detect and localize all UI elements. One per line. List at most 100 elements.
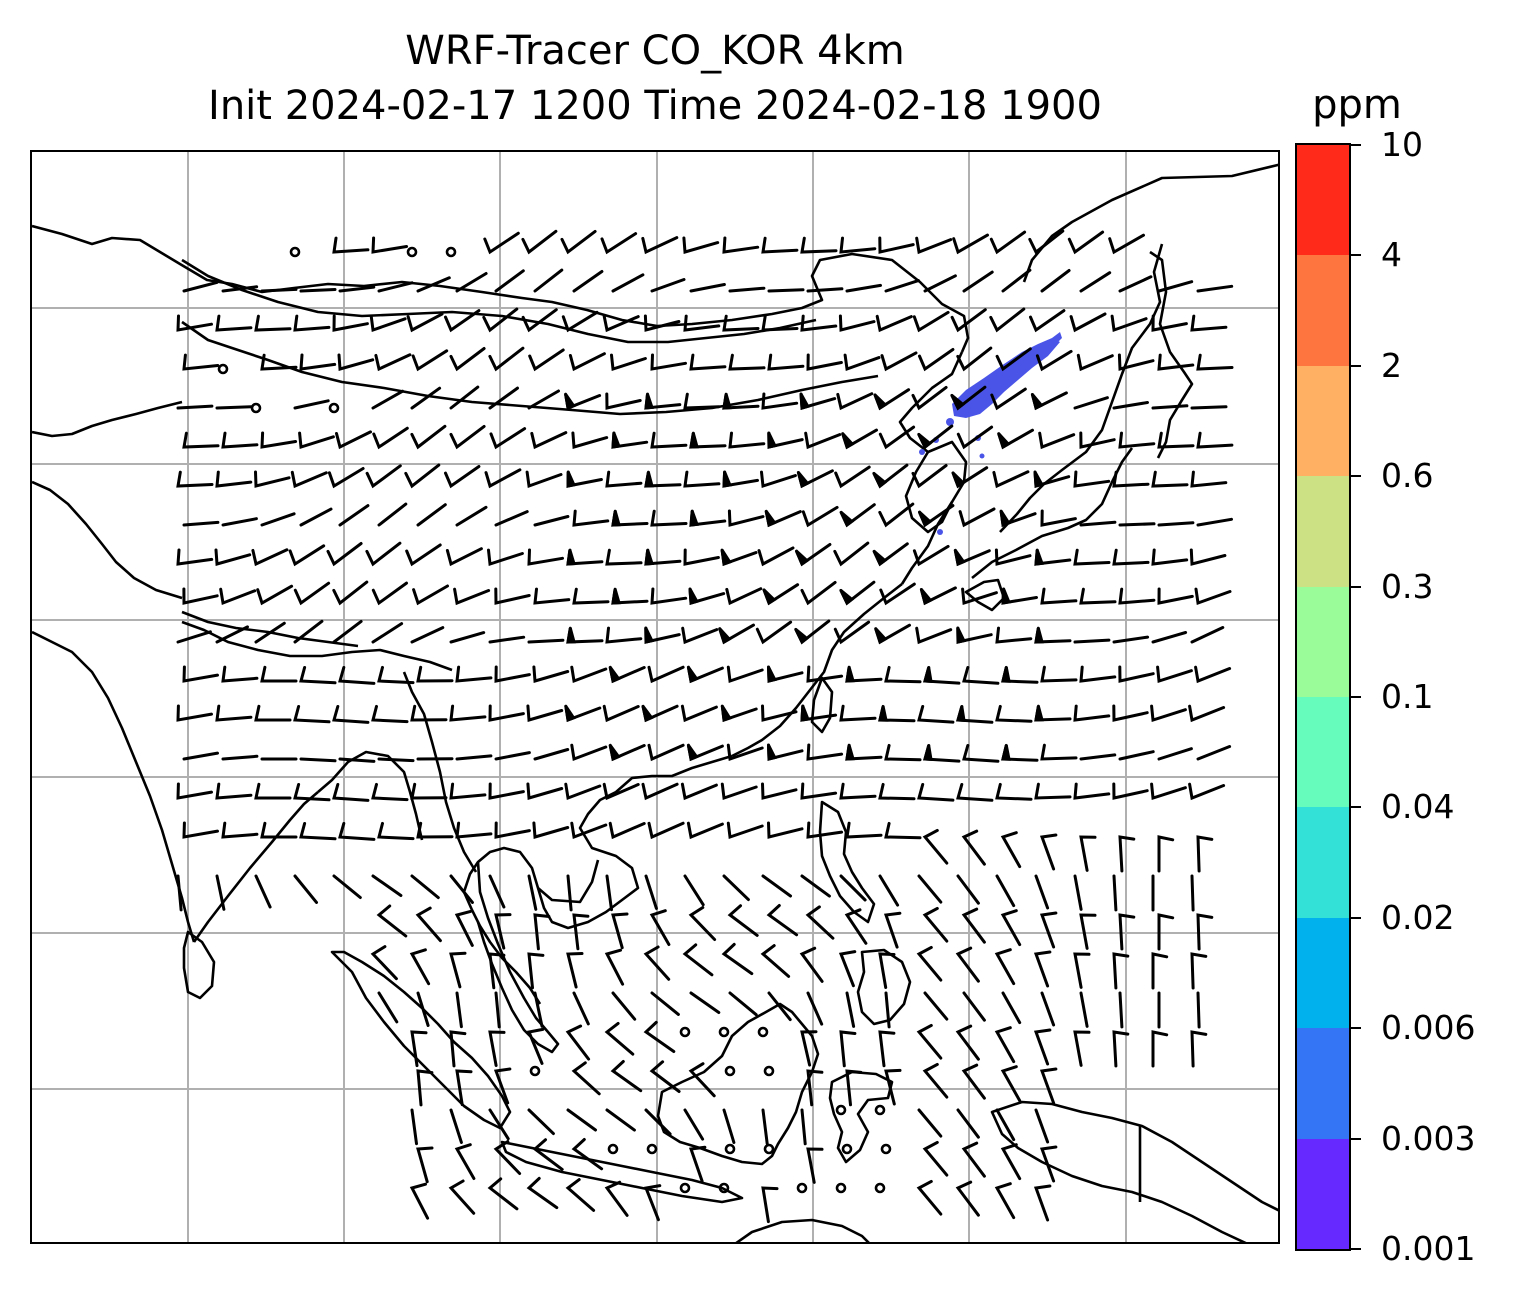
- colorbar-tick-mark: [1351, 475, 1361, 478]
- wind-barb: [527, 638, 565, 644]
- wind-barb: [215, 874, 226, 911]
- wind-barb-pennant: [764, 510, 777, 528]
- wind-barb: [989, 230, 1027, 255]
- wind-barb: [568, 352, 606, 372]
- wind-barb: [1073, 396, 1109, 410]
- borneo: [656, 1002, 820, 1166]
- wind-barb: [806, 1069, 824, 1107]
- wind-barb: [641, 782, 679, 801]
- wind-barb: [875, 314, 913, 333]
- wind-barb: [412, 584, 449, 606]
- wind-barb: [371, 581, 408, 606]
- calm-wind-circle: [679, 1182, 691, 1194]
- wind-barb: [839, 704, 877, 722]
- wind-barb: [411, 349, 449, 372]
- wind-barb: [880, 351, 918, 372]
- wind-barb-pennant: [767, 666, 777, 683]
- wind-barb: [680, 704, 718, 723]
- wind-barb: [839, 782, 877, 800]
- wind-barb: [410, 782, 448, 800]
- wind-barb: [1157, 587, 1194, 605]
- colorbar-tick-label: 2: [1381, 345, 1402, 385]
- wind-barb: [1079, 665, 1117, 683]
- wind-barb: [1000, 909, 1022, 947]
- wind-barb: [215, 704, 253, 722]
- wind-barb: [911, 464, 948, 489]
- wind-barb-pennant: [796, 471, 810, 489]
- wind-barb: [293, 619, 324, 644]
- wind-barb: [1157, 521, 1195, 527]
- wind-barb: [335, 430, 372, 450]
- wind-barb: [1039, 1145, 1058, 1183]
- wind-barb: [299, 353, 337, 371]
- wind-barb: [1040, 743, 1078, 761]
- wind-barb: [1196, 835, 1214, 873]
- calm-wind-circle: [406, 246, 418, 258]
- calm-wind-circle: [835, 1104, 847, 1116]
- wind-barb: [1151, 548, 1189, 566]
- wind-barb: [956, 783, 994, 802]
- wind-barb-pennant: [644, 549, 655, 566]
- wind-barbs: [176, 229, 1234, 1224]
- wind-barb: [371, 704, 409, 724]
- wind-barb: [525, 470, 563, 489]
- wind-barb: [182, 520, 220, 527]
- wind-barb: [482, 307, 519, 333]
- wind-barb: [600, 232, 638, 255]
- wind-barb: [647, 665, 685, 684]
- wind-barb: [833, 541, 870, 567]
- wind-barb: [761, 874, 792, 898]
- wind-barb: [1190, 470, 1228, 488]
- wind-barb: [526, 704, 564, 722]
- colorbar-tick-label: 0.003: [1381, 1118, 1476, 1158]
- wind-barb: [605, 626, 643, 644]
- wind-barb: [176, 314, 213, 332]
- wind-barb: [650, 353, 687, 371]
- wind-barb: [527, 952, 545, 990]
- wind-barb: [838, 314, 876, 332]
- wind-barb: [337, 353, 375, 371]
- wind-barb: [1194, 587, 1232, 606]
- wind-barb: [605, 874, 613, 912]
- colorbar: [1295, 143, 1351, 1251]
- wind-barb: [844, 908, 868, 945]
- wind-barb: [1112, 635, 1150, 644]
- colorbar-tick-label: 0.001: [1381, 1229, 1476, 1268]
- wind-barb: [1040, 665, 1078, 683]
- map-canvas: [32, 152, 1278, 1242]
- colorbar-segment: [1297, 144, 1349, 256]
- wind-barb: [449, 385, 480, 410]
- wind-barb: [843, 353, 881, 372]
- wind-barb: [1157, 747, 1193, 761]
- calm-wind-circle: [289, 246, 301, 258]
- wind-barb: [560, 229, 597, 255]
- wind-barb: [800, 782, 838, 800]
- wind-barb-pennant: [839, 511, 855, 528]
- wind-barb: [449, 631, 486, 644]
- wind-barb: [722, 874, 750, 902]
- wind-barb: [800, 236, 838, 254]
- wind-barb: [1038, 431, 1076, 450]
- colorbar-unit: ppm: [1312, 82, 1402, 128]
- wind-barb-pennant: [1034, 705, 1044, 722]
- wind-barb: [254, 621, 286, 644]
- wind-barb-pennant: [874, 627, 888, 645]
- wind-barb: [293, 783, 331, 802]
- wind-barb: [1112, 1030, 1130, 1068]
- wind-barb: [410, 874, 440, 900]
- wind-barb: [1033, 950, 1052, 988]
- calm-wind-circle: [328, 402, 340, 414]
- wind-barb: [371, 782, 409, 802]
- wind-barb-pennant: [689, 432, 699, 449]
- colorbar-tick-mark: [1351, 144, 1361, 146]
- calm-wind-circle: [529, 1065, 541, 1077]
- wind-barb: [916, 1023, 943, 1060]
- wind-barb: [327, 467, 365, 489]
- wind-barb: [1117, 353, 1155, 371]
- wind-barb: [371, 389, 405, 410]
- wind-barb: [649, 1060, 681, 1093]
- calm-wind-circle: [841, 1143, 853, 1155]
- wind-barb: [1190, 952, 1208, 990]
- wind-barb: [761, 1108, 769, 1146]
- wind-barb: [950, 308, 987, 333]
